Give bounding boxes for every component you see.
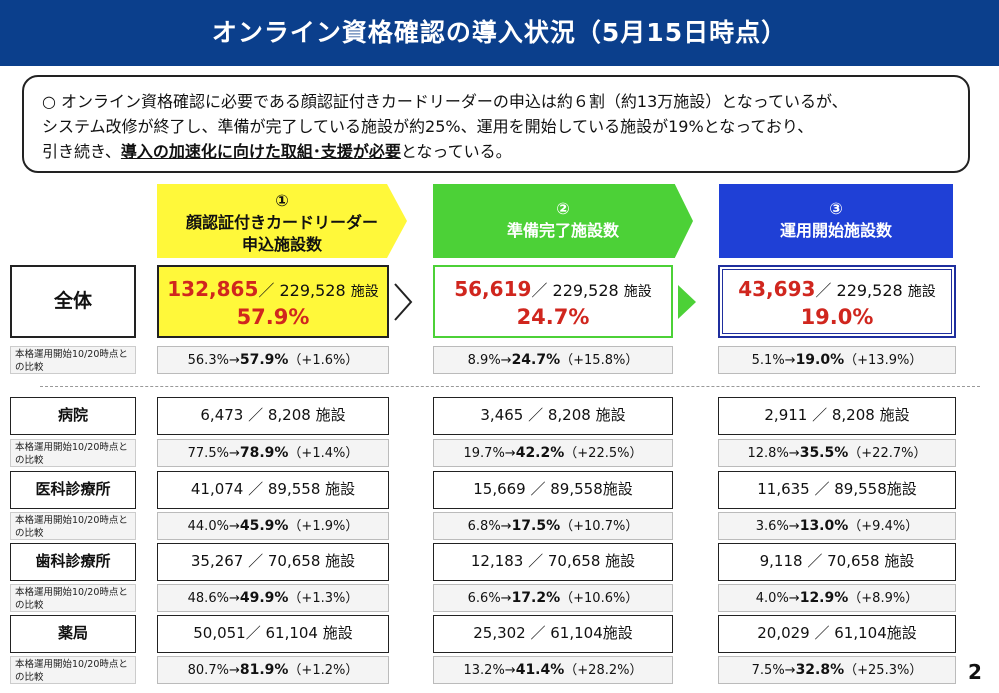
summary-line-2: システム改修が終了し、準備が完了している施設が約25%、運用を開始している施設が…	[42, 117, 814, 136]
table-cell: 6,473 ／ 8,208 施設	[157, 397, 389, 435]
table-cell: 41,074 ／ 89,558 施設	[157, 471, 389, 509]
comparison-cell: 44.0%→45.9%（+1.9%）	[157, 512, 389, 540]
total-operating-box: 43,693／ 229,528 施設 19.0%	[718, 265, 956, 338]
page-number: 2	[968, 660, 982, 684]
page-title: オンライン資格確認の導入状況（5月15日時点）	[211, 18, 788, 47]
separator: ／	[815, 281, 832, 300]
comparison-label: 本格運用開始10/20時点との比較	[10, 512, 136, 540]
column-title: 準備完了施設数	[506, 221, 619, 240]
table-cell: 15,669 ／ 89,558施設	[433, 471, 673, 509]
comparison-cell: 7.5%→32.8%（+25.3%）	[718, 656, 956, 684]
comparison-cell: 77.5%→78.9%（+1.4%）	[157, 439, 389, 467]
row-label-total: 全体	[10, 265, 136, 338]
column-title-2: 申込施設数	[241, 235, 322, 254]
total-ready-box: 56,619／ 229,528 施設 24.7%	[433, 265, 673, 338]
comparison-cell: 5.1%→19.0%（+13.9%）	[718, 346, 956, 374]
dashed-divider	[40, 386, 980, 387]
total-denominator: 229,528	[836, 281, 903, 300]
table-cell: 2,911 ／ 8,208 施設	[718, 397, 956, 435]
summary-line-3: 引き続き、導入の加速化に向けた取組･支援が必要となっている。	[42, 139, 950, 164]
unit-label: 施設	[907, 284, 936, 300]
total-count: 56,619	[454, 277, 532, 301]
row-label-pharmacy: 薬局	[10, 615, 136, 653]
total-percentage: 19.0%	[800, 305, 874, 329]
comparison-label: 本格運用開始10/20時点との比較	[10, 584, 136, 612]
table-cell: 3,465 ／ 8,208 施設	[433, 397, 673, 435]
column-header-ready: ② 準備完了施設数	[433, 184, 693, 258]
total-applications-box: 132,865／ 229,528 施設 57.9%	[157, 265, 389, 338]
row-label-dental-clinic: 歯科診療所	[10, 543, 136, 581]
comparison-cell: 3.6%→13.0%（+9.4%）	[718, 512, 956, 540]
comparison-cell: 48.6%→49.9%（+1.3%）	[157, 584, 389, 612]
row-label-medical-clinic: 医科診療所	[10, 471, 136, 509]
chevron-right-icon	[394, 283, 413, 321]
comparison-cell: 12.8%→35.5%（+22.7%）	[718, 439, 956, 467]
table-cell: 12,183 ／ 70,658 施設	[433, 543, 673, 581]
comparison-cell: 56.3%→57.9%（+1.6%）	[157, 346, 389, 374]
total-percentage: 57.9%	[236, 305, 310, 329]
comparison-cell: 4.0%→12.9%（+8.9%）	[718, 584, 956, 612]
arrow-right-icon	[678, 285, 696, 319]
comparison-cell: 19.7%→42.2%（+22.5%）	[433, 439, 673, 467]
column-number: ②	[556, 199, 570, 218]
table-cell: 35,267 ／ 70,658 施設	[157, 543, 389, 581]
column-number: ①	[275, 191, 289, 210]
unit-label: 施設	[350, 284, 379, 300]
comparison-label: 本格運用開始10/20時点との比較	[10, 346, 136, 374]
comparison-cell: 13.2%→41.4%（+28.2%）	[433, 656, 673, 684]
column-number: ③	[829, 199, 843, 218]
total-percentage: 24.7%	[516, 305, 590, 329]
comparison-label: 本格運用開始10/20時点との比較	[10, 656, 136, 684]
summary-line-1: ○ オンライン資格確認に必要である顔認証付きカードリーダーの申込は約６割（約13…	[42, 92, 848, 111]
column-title: 運用開始施設数	[779, 221, 892, 240]
total-count: 132,865	[167, 277, 259, 301]
total-denominator: 229,528	[552, 281, 619, 300]
summary-emphasis: 導入の加速化に向けた取組･支援が必要	[120, 142, 401, 161]
column-title: 顔認証付きカードリーダー	[185, 213, 378, 232]
comparison-cell: 80.7%→81.9%（+1.2%）	[157, 656, 389, 684]
title-bar	[0, 0, 999, 66]
column-header-applications: ① 顔認証付きカードリーダー 申込施設数	[157, 184, 407, 258]
summary-line-3-post: となっている。	[400, 142, 512, 161]
row-label-hospital: 病院	[10, 397, 136, 435]
comparison-cell: 6.8%→17.5%（+10.7%）	[433, 512, 673, 540]
separator: ／	[258, 281, 275, 300]
total-denominator: 229,528	[279, 281, 346, 300]
table-cell: 25,302 ／ 61,104施設	[433, 615, 673, 653]
separator: ／	[531, 281, 548, 300]
total-count: 43,693	[738, 277, 816, 301]
summary-box: ○ オンライン資格確認に必要である顔認証付きカードリーダーの申込は約６割（約13…	[22, 75, 970, 173]
column-header-operating: ③ 運用開始施設数	[719, 184, 953, 258]
table-cell: 50,051／ 61,104 施設	[157, 615, 389, 653]
table-cell: 20,029 ／ 61,104施設	[718, 615, 956, 653]
comparison-cell: 6.6%→17.2%（+10.6%）	[433, 584, 673, 612]
comparison-label: 本格運用開始10/20時点との比較	[10, 439, 136, 467]
unit-label: 施設	[623, 284, 652, 300]
comparison-cell: 8.9%→24.7%（+15.8%）	[433, 346, 673, 374]
table-cell: 9,118 ／ 70,658 施設	[718, 543, 956, 581]
summary-line-3-pre: 引き続き、	[42, 142, 121, 161]
table-cell: 11,635 ／ 89,558施設	[718, 471, 956, 509]
